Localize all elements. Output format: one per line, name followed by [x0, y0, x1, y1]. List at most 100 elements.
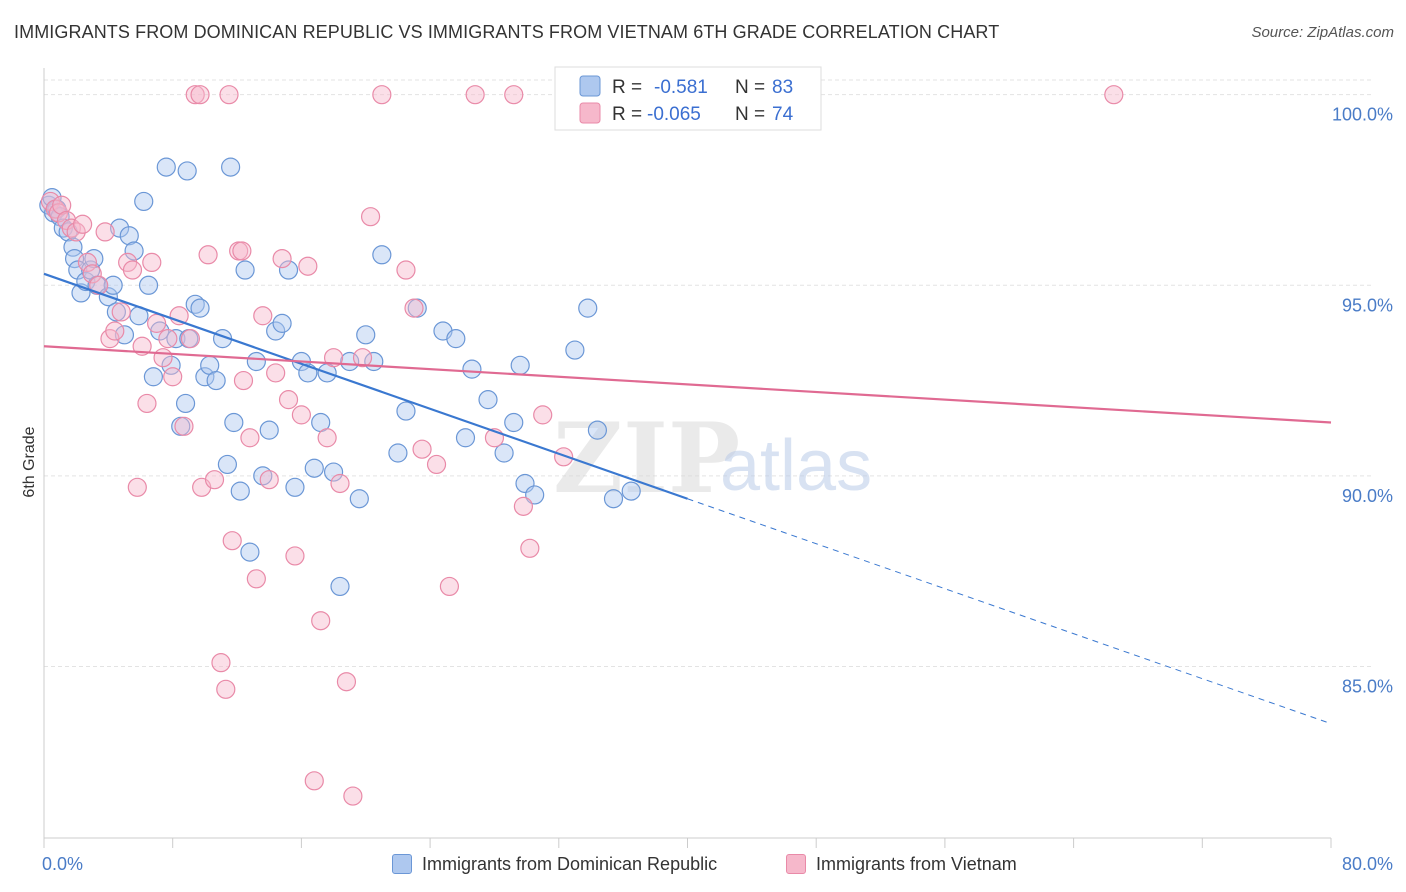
dominican-republic-point — [340, 351, 360, 372]
vietnam-point — [396, 260, 416, 280]
dominican-republic-point — [388, 443, 408, 463]
dominican-republic-point — [134, 191, 154, 212]
dominican-republic-point — [304, 458, 324, 478]
vietnam-point — [174, 416, 194, 436]
axes — [43, 68, 1332, 848]
dominican-republic-point — [278, 260, 299, 280]
vietnam-point — [142, 252, 162, 273]
dominican-republic-point — [478, 390, 498, 410]
vietnam-point — [266, 363, 286, 383]
vietnam-point — [222, 531, 242, 551]
vietnam-point — [190, 85, 210, 105]
y-tick-label: 90.0% — [1342, 486, 1393, 506]
legend-swatch-pink — [579, 102, 601, 124]
dominican-republic-point — [195, 367, 215, 387]
vietnam-point — [66, 222, 86, 242]
trend-line-dominican-republic — [43, 272, 688, 500]
vietnam-point — [153, 348, 173, 368]
vietnam-point — [73, 214, 93, 234]
legend-r-value-1: -0.581 — [654, 77, 708, 98]
legend-r-label-2: R = — [612, 104, 642, 125]
dominican-republic-point — [446, 329, 466, 349]
dominican-republic-point — [259, 420, 279, 440]
legend-item-vietnam: Immigrants from Vietnam — [786, 852, 1017, 876]
dominican-republic-point — [504, 412, 524, 433]
dominican-republic-point — [206, 370, 226, 391]
dominican-republic-point — [266, 321, 286, 341]
chart-title: IMMIGRANTS FROM DOMINICAN REPUBLIC VS IM… — [14, 22, 1000, 42]
dominican-republic-point — [621, 481, 641, 501]
vietnam-point — [95, 222, 115, 242]
y-tick-label: 95.0% — [1342, 295, 1393, 315]
dominican-republic-point — [603, 489, 624, 509]
vietnam-point — [89, 275, 109, 295]
vietnam-point — [163, 367, 183, 387]
dominican-republic-point — [285, 477, 305, 497]
vietnam-point — [52, 195, 72, 215]
dominican-republic-point — [349, 489, 369, 509]
vietnam-point — [82, 264, 102, 284]
vietnam-point — [360, 207, 381, 227]
vietnam-point — [198, 245, 218, 265]
vietnam-point — [412, 439, 432, 459]
vietnam-point — [232, 241, 252, 261]
vietnam-point — [372, 85, 392, 105]
dominican-republic-point — [143, 367, 163, 387]
legend-r-value-2: -0.065 — [647, 104, 701, 125]
legend-swatch-vietnam — [786, 854, 806, 874]
vietnam-point — [330, 473, 350, 494]
vietnam-point — [311, 611, 331, 631]
legend-label-vietnam: Immigrants from Vietnam — [816, 853, 1017, 874]
dominican-republic-point — [510, 355, 530, 375]
vietnam-point — [352, 348, 373, 368]
watermark-atlas: atlas — [720, 426, 872, 506]
vietnam-point — [127, 477, 147, 497]
dominican-republic-point — [525, 485, 545, 505]
vietnam-point — [77, 252, 98, 273]
vietnam-point — [211, 653, 231, 673]
vietnam-point — [122, 260, 143, 280]
vietnam-point — [105, 321, 125, 341]
dominican-republic-point — [124, 241, 144, 261]
trend-line-vietnam — [43, 345, 1332, 424]
dominican-republic-point — [587, 420, 608, 440]
vietnam-point — [1104, 85, 1124, 105]
vietnam-point — [219, 85, 239, 105]
vietnam-point — [137, 393, 157, 414]
vietnam-point — [291, 405, 311, 425]
dominican-republic-point — [330, 576, 350, 597]
dominican-republic-point — [230, 481, 250, 501]
dominican-republic-point — [114, 325, 135, 345]
y-axis-label: 6th Grade — [21, 426, 38, 497]
dominican-republic-point — [177, 161, 197, 181]
y-tick-label: 100.0% — [1332, 105, 1393, 125]
watermark-zip: ZIP — [553, 402, 740, 515]
legend-n-label-1: N = — [735, 77, 765, 98]
vietnam-point — [304, 771, 324, 791]
legend-n-value-1: 83 — [772, 77, 793, 98]
watermark: ZIP atlas — [553, 402, 872, 515]
dominican-republic-point — [323, 462, 344, 482]
vietnam-point — [336, 672, 357, 692]
vietnam-point — [216, 679, 236, 699]
legend-swatch-dominican-republic — [392, 854, 412, 874]
vietnam-point — [504, 85, 524, 105]
dominican-republic-point — [235, 260, 255, 280]
vietnam-point — [439, 576, 460, 597]
trend-line-dominican-republic-extension — [687, 498, 1332, 725]
dominican-republic-point — [272, 313, 292, 333]
vietnam-point — [520, 538, 540, 558]
dominican-republic-point — [103, 275, 123, 295]
dominican-republic-point — [372, 245, 392, 265]
dominican-republic-point — [578, 298, 598, 318]
dominican-republic-point — [455, 428, 476, 448]
vietnam-point — [259, 470, 279, 490]
y-tick-label: 85.0% — [1342, 676, 1393, 696]
dominican-republic-point — [138, 275, 159, 295]
legend-swatch-blue — [579, 75, 601, 97]
dominican-republic-point — [175, 393, 196, 414]
x-tick-labels: 0.0% 80.0% — [42, 854, 1393, 874]
vietnam-point — [343, 786, 363, 806]
vietnam-point — [253, 306, 273, 326]
